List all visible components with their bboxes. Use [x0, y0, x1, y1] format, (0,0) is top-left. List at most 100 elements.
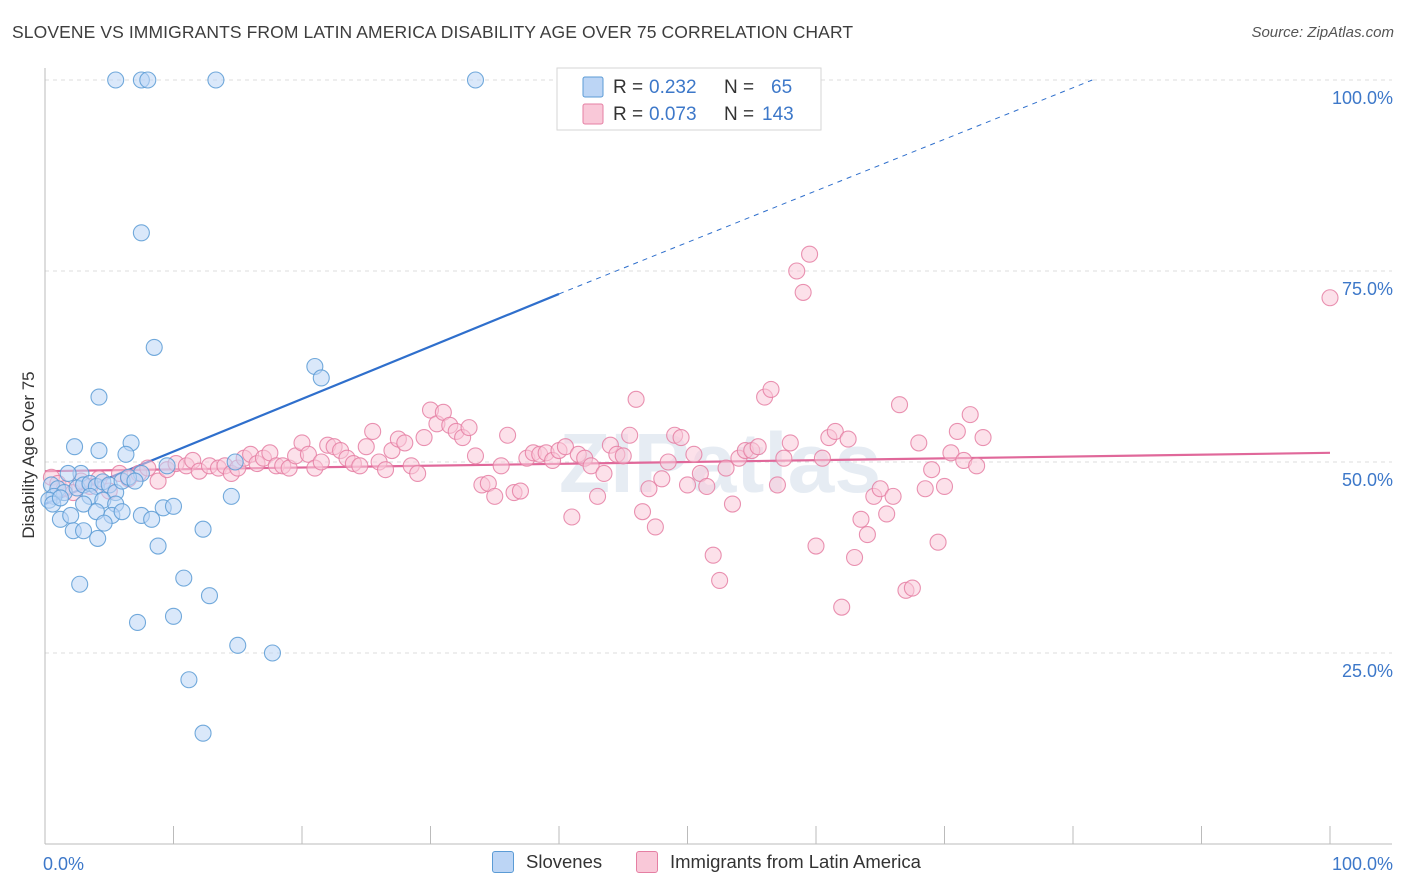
legend-swatch-pink	[582, 103, 604, 125]
y-tick-label: 25.0%	[1342, 661, 1393, 681]
data-point-slovenes	[145, 338, 163, 356]
legend-r-value-1: 0.232	[649, 77, 697, 98]
data-point-slovenes	[71, 575, 89, 593]
data-point-immigrants	[762, 380, 780, 398]
data-point-immigrants	[807, 537, 825, 555]
data-point-immigrants	[813, 449, 831, 467]
data-point-immigrants	[948, 422, 966, 440]
legend-n-value-1: 65	[771, 77, 792, 98]
data-point-slovenes	[139, 71, 157, 89]
data-point-slovenes	[194, 724, 212, 742]
data-point-immigrants	[376, 461, 395, 479]
data-point-immigrants	[768, 476, 787, 494]
data-point-immigrants	[749, 438, 767, 456]
data-point-immigrants	[890, 396, 909, 414]
data-point-slovenes	[75, 522, 93, 540]
tick-labels: 25.0% 50.0% 75.0% 100.0% 0.0% 100.0%	[43, 88, 1393, 874]
data-point-immigrants	[858, 526, 876, 544]
data-point-slovenes	[164, 497, 183, 515]
data-points	[40, 71, 1339, 742]
data-point-immigrants	[640, 480, 658, 498]
data-point-immigrants	[299, 445, 317, 463]
data-point-immigrants	[357, 438, 375, 456]
data-point-immigrants	[499, 426, 517, 444]
data-point-immigrants	[595, 464, 613, 483]
data-point-immigrants	[653, 470, 671, 488]
legend-top: R = 0.232 N = 65 R = 0.073 N = 143	[556, 67, 822, 131]
data-point-immigrants	[801, 245, 819, 263]
data-point-immigrants	[460, 419, 478, 437]
data-point-slovenes	[113, 503, 131, 521]
legend-swatch-slovenes	[492, 851, 514, 873]
data-point-immigrants	[627, 390, 645, 408]
y-axis-label: Disability Age Over 75	[19, 371, 38, 538]
data-point-immigrants	[788, 262, 806, 280]
data-point-immigrants	[935, 477, 954, 495]
data-point-immigrants	[929, 533, 947, 551]
legend-item-immigrants[interactable]: Immigrants from Latin America	[636, 851, 921, 873]
data-point-immigrants	[685, 445, 703, 463]
legend-n-value-2: 143	[762, 104, 794, 125]
data-point-immigrants	[409, 464, 427, 483]
data-point-immigrants	[511, 482, 530, 500]
data-point-slovenes	[62, 506, 80, 525]
data-point-immigrants	[968, 457, 986, 475]
data-point-slovenes	[126, 472, 144, 490]
data-point-immigrants	[698, 477, 716, 495]
legend-n-label-2: N =	[724, 104, 754, 125]
data-point-slovenes	[66, 438, 84, 456]
legend-item-slovenes[interactable]: Slovenes	[492, 851, 602, 873]
data-point-slovenes	[143, 510, 161, 528]
data-point-immigrants	[364, 422, 382, 440]
data-point-immigrants	[556, 438, 574, 456]
y-tick-label: 50.0%	[1342, 470, 1393, 490]
data-point-immigrants	[871, 480, 889, 498]
data-point-slovenes	[128, 613, 147, 631]
data-point-immigrants	[826, 422, 844, 440]
data-point-immigrants	[678, 476, 697, 494]
data-point-immigrants	[415, 429, 433, 447]
data-point-immigrants	[923, 461, 941, 479]
data-point-immigrants	[903, 579, 921, 597]
data-point-immigrants	[492, 457, 510, 475]
data-point-slovenes	[175, 569, 193, 587]
data-point-immigrants	[852, 510, 870, 528]
data-point-slovenes	[466, 71, 485, 89]
data-point-immigrants	[149, 472, 167, 490]
data-point-slovenes	[117, 445, 135, 463]
data-point-immigrants	[775, 449, 793, 467]
data-point-immigrants	[312, 453, 330, 471]
data-point-slovenes	[226, 453, 244, 471]
data-point-immigrants	[839, 430, 857, 448]
data-point-slovenes	[200, 587, 219, 605]
data-point-slovenes	[107, 71, 125, 89]
data-point-immigrants	[466, 447, 485, 465]
data-point-immigrants	[723, 495, 742, 513]
legend-bottom: Slovenes Immigrants from Latin America	[0, 851, 1406, 879]
data-point-slovenes	[164, 607, 183, 625]
data-point-immigrants	[351, 457, 369, 475]
data-point-immigrants	[794, 283, 812, 301]
data-point-immigrants	[910, 434, 928, 452]
data-point-immigrants	[961, 406, 979, 424]
chart-title: SLOVENE VS IMMIGRANTS FROM LATIN AMERICA…	[12, 22, 854, 42]
data-point-immigrants	[672, 429, 690, 447]
data-point-immigrants	[704, 546, 722, 564]
data-point-slovenes	[229, 636, 247, 654]
data-point-slovenes	[90, 388, 108, 406]
legend-r-label-1: R =	[613, 77, 643, 98]
data-point-slovenes	[59, 464, 77, 483]
data-point-slovenes	[194, 520, 212, 538]
y-tick-label: 75.0%	[1342, 279, 1393, 299]
data-point-slovenes	[158, 457, 176, 475]
data-point-immigrants	[974, 429, 992, 447]
y-tick-label: 100.0%	[1332, 88, 1393, 108]
legend-swatch-immigrants	[636, 851, 658, 873]
data-point-immigrants	[486, 487, 504, 505]
data-point-immigrants	[942, 444, 960, 462]
data-point-immigrants	[884, 487, 902, 505]
data-point-immigrants	[646, 518, 664, 536]
legend-r-value-2: 0.073	[649, 104, 697, 125]
x-tick-label: 100.0%	[1332, 854, 1393, 874]
